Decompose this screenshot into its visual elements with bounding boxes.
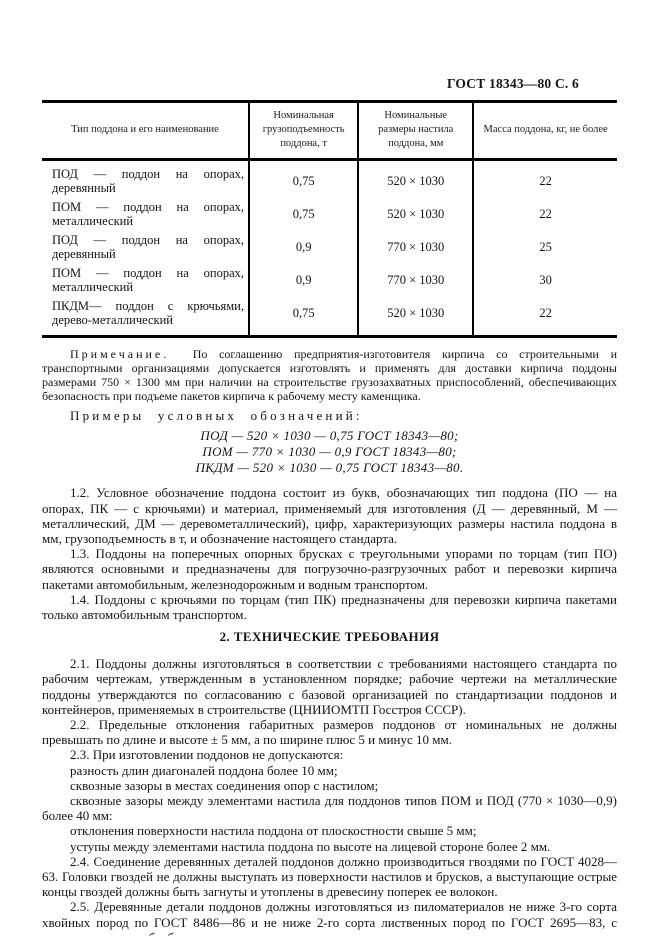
cell-capacity: 0,9 <box>247 230 359 264</box>
note-label: Примечание. <box>70 346 170 361</box>
cell-capacity: 0,75 <box>247 296 359 337</box>
example-designation: ПОМ — 770 × 1030 — 0,9 ГОСТ 18343—80; <box>202 444 457 460</box>
paragraph-1-4: 1.4. Поддоны с крючьями по торцам (тип П… <box>42 591 617 622</box>
section-2-heading: 2. ТЕХНИЧЕСКИЕ ТРЕБОВАНИЯ <box>219 629 440 645</box>
cell-deck-size: 770 × 1030 <box>357 230 474 264</box>
paragraph-2-3-item: отклонения поверхности настила поддона о… <box>70 823 477 839</box>
column-header-capacity: Номинальная грузоподъемность поддона, т <box>247 101 359 160</box>
cell-deck-size: 520 × 1030 <box>357 159 474 198</box>
cell-type: ПОМ — поддон на опорах, металлический <box>52 265 244 295</box>
cell-type: ПКДМ— поддон с крючьями, дерево-металлич… <box>52 298 244 328</box>
designation-examples: ПОД — 520 × 1030 — 0,75 ГОСТ 18343—80; П… <box>42 428 617 476</box>
paragraph-1-2: 1.2. Условное обозначение поддона состои… <box>42 485 617 546</box>
paragraph-2-3-intro: 2.3. При изготовлении поддонов не допуск… <box>70 747 344 763</box>
cell-type: ПОД — поддон на опорах, деревянный <box>52 232 244 262</box>
cell-capacity: 0,75 <box>247 197 359 231</box>
paragraph-2-3-item: уступы между элементами настила поддона … <box>70 838 551 854</box>
paragraph-1-3: 1.3. Поддоны на поперечных опорных бруск… <box>42 546 617 592</box>
pallet-types-table: Тип поддона и его наименование Номинальн… <box>42 100 617 338</box>
paragraph-2-3-item: сквозные зазоры в местах соединения опор… <box>70 777 379 793</box>
table-header-row: Тип поддона и его наименование Номинальн… <box>42 101 617 160</box>
table-row: ПОД — поддон на опорах, деревянный 0,9 7… <box>42 230 617 264</box>
column-header-type: Тип поддона и его наименование <box>71 124 219 136</box>
column-header-deck-size: Номинальные размеры настила поддона, мм <box>357 101 474 160</box>
cell-capacity: 0,9 <box>247 263 359 297</box>
paragraph-2-3-item: разность длин диагоналей поддона более 1… <box>70 762 338 778</box>
cell-mass: 30 <box>472 263 617 297</box>
table-row: ПОД — поддон на опорах, деревянный 0,75 … <box>42 159 617 198</box>
paragraph-2-2: 2.2. Предельные отклонения габаритных ра… <box>42 716 617 748</box>
examples-heading: Примеры условных обозначений: <box>70 408 363 424</box>
table-row: ПОМ — поддон на опорах, металлический 0,… <box>42 263 617 297</box>
cell-type: ПОД — поддон на опорах, деревянный <box>52 166 244 196</box>
cell-deck-size: 770 × 1030 <box>357 263 474 297</box>
paragraph-2-5: 2.5. Деревянные детали поддонов должны и… <box>42 899 617 936</box>
example-designation: ПКДМ — 520 × 1030 — 0,75 ГОСТ 18343—80. <box>195 460 464 476</box>
column-header-mass: Масса поддона, кг, не более <box>472 101 617 160</box>
note-text: По соглашению предприятия-изготовителя к… <box>42 346 617 404</box>
paragraph-2-1: 2.1. Поддоны должны изготовляться в соот… <box>42 656 617 717</box>
page-header: ГОСТ 18343—80 С. 6 <box>446 76 579 91</box>
paragraph-2-3-item: сквозные зазоры между элементами настила… <box>42 792 617 824</box>
cell-deck-size: 520 × 1030 <box>357 197 474 231</box>
table-row: ПОМ — поддон на опорах, металлический 0,… <box>42 197 617 231</box>
note-paragraph: Примечание. По соглашению предприятия-из… <box>42 347 617 404</box>
example-designation: ПОД — 520 × 1030 — 0,75 ГОСТ 18343—80; <box>200 428 459 444</box>
cell-mass: 22 <box>472 296 617 337</box>
table-row: ПКДМ— поддон с крючьями, дерево-металлич… <box>42 296 617 337</box>
cell-capacity: 0,75 <box>247 159 359 198</box>
paragraph-2-4: 2.4. Соединение деревянных деталей поддо… <box>42 853 617 900</box>
cell-deck-size: 520 × 1030 <box>357 296 474 337</box>
cell-type: ПОМ — поддон на опорах, металлический <box>52 199 244 229</box>
cell-mass: 25 <box>472 230 617 264</box>
cell-mass: 22 <box>472 159 617 198</box>
cell-mass: 22 <box>472 197 617 231</box>
